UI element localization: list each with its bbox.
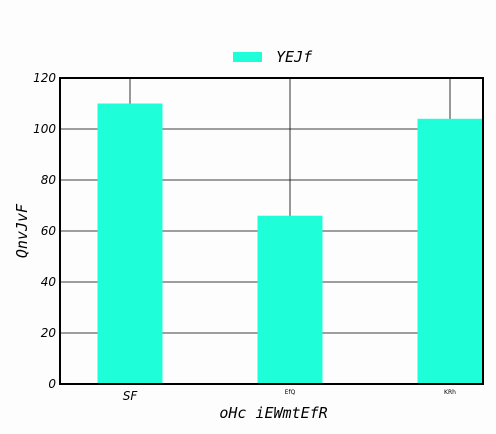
bars [97, 103, 483, 385]
x-tick-label: KRh [444, 389, 456, 396]
bar-KRh [417, 118, 483, 385]
legend-swatch [233, 52, 262, 62]
y-tick-label: 80 [41, 173, 57, 187]
y-tick-label: 120 [33, 71, 56, 85]
y-axis-label: QnvJvF [13, 203, 31, 258]
y-tick-label: 60 [41, 224, 57, 238]
x-axis-label: oHc iEWmtEfR [219, 404, 327, 422]
plot-frame [59, 77, 484, 385]
y-tick-label: 0 [48, 377, 56, 391]
x-tick-label: SF [123, 389, 139, 403]
x-tick-labels: SF EfQ KRh [123, 389, 456, 403]
x-tick-label: EfQ [285, 389, 296, 396]
bar-SF [97, 103, 163, 384]
legend-label: YEJf [276, 48, 313, 66]
bar-EfQ [257, 215, 323, 384]
legend: YEJf [233, 48, 313, 66]
y-tick-label: 100 [33, 122, 56, 136]
y-tick-label: 20 [41, 326, 57, 340]
y-tick-labels: 0 20 40 60 80 100 120 [33, 71, 56, 391]
y-tick-label: 40 [41, 275, 57, 289]
